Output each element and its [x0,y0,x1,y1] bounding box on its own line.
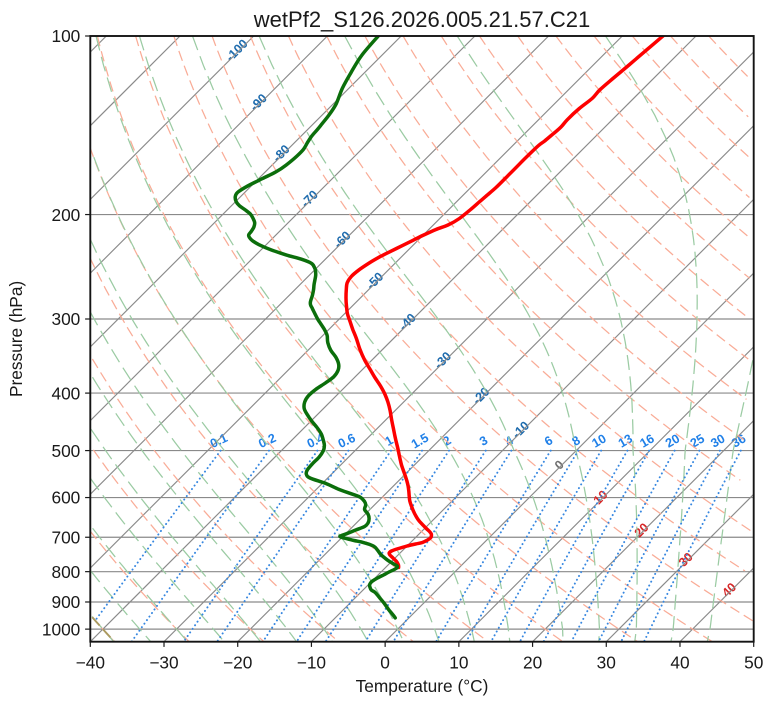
svg-text:900: 900 [51,592,80,612]
svg-text:800: 800 [51,562,80,582]
svg-text:30: 30 [708,431,727,450]
svg-text:−20: −20 [223,653,252,673]
svg-text:30: 30 [597,653,616,673]
svg-text:−30: −30 [149,653,178,673]
svg-text:0.1: 0.1 [208,431,230,451]
svg-text:1000: 1000 [42,619,80,639]
svg-text:40: 40 [719,580,739,600]
svg-text:30: 30 [676,550,696,570]
svg-text:0.6: 0.6 [336,431,358,451]
svg-text:−10: −10 [297,653,326,673]
svg-text:40: 40 [670,653,689,673]
svg-text:100: 100 [51,26,80,46]
svg-text:10: 10 [591,488,611,508]
svg-text:200: 200 [51,205,80,225]
svg-text:20: 20 [663,431,682,450]
svg-text:600: 600 [51,488,80,508]
svg-text:10: 10 [590,431,609,450]
svg-text:20: 20 [523,653,542,673]
svg-text:16: 16 [638,431,657,450]
svg-text:300: 300 [51,309,80,329]
svg-text:−40: −40 [76,653,105,673]
svg-text:400: 400 [51,383,80,403]
svg-text:10: 10 [449,653,468,673]
svg-text:50: 50 [744,653,763,673]
svg-text:700: 700 [51,528,80,548]
svg-text:Temperature (°C): Temperature (°C) [356,676,489,696]
svg-text:0: 0 [380,653,390,673]
svg-text:Pressure (hPa): Pressure (hPa) [6,281,26,397]
svg-text:wetPf2_S126.2026.005.21.57.C21: wetPf2_S126.2026.005.21.57.C21 [253,7,590,32]
svg-text:500: 500 [51,441,80,461]
